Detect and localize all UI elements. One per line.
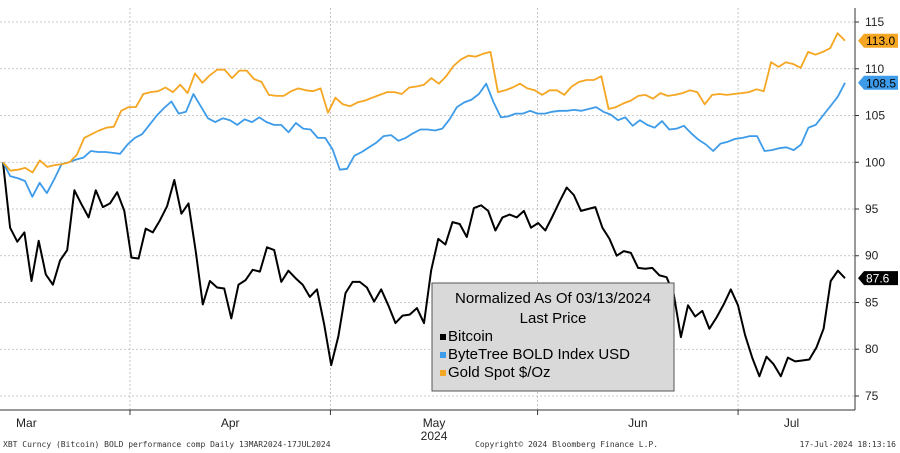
- y-tick-label-80: 80: [865, 342, 879, 356]
- last-price-label-0: 87.6: [866, 272, 890, 286]
- x-tick-label-jun: Jun: [628, 416, 647, 430]
- legend-swatch-0: [440, 334, 446, 340]
- y-tick-label-110: 110: [865, 62, 884, 76]
- legend-entry-1: ByteTree BOLD Index USD: [448, 346, 630, 363]
- x-tick-label-mar: Mar: [16, 416, 37, 430]
- last-price-tag-1: [858, 75, 898, 90]
- legend-entry-0: Bitcoin: [448, 328, 493, 345]
- last-price-tag-0: [858, 271, 898, 286]
- y-tick-label-90: 90: [865, 249, 879, 263]
- last-price-label-1: 108.5: [866, 76, 896, 90]
- footer-description: XBT Curncy (Bitcoin) BOLD performance co…: [3, 440, 331, 449]
- series-line-bytetree-bold-index-usd: [2, 82, 846, 198]
- legend-box: [431, 282, 675, 392]
- series-line-bitcoin: [2, 162, 846, 378]
- chart: 75 80 85 90 95 100 105 110 115 Mar Apr May Jun Jul 202…: [0, 8, 898, 440]
- legend-subtitle: Last Price: [520, 310, 587, 327]
- x-tick-label-jul: Jul: [784, 416, 799, 430]
- legend-title: Normalized As Of 03/13/2024: [455, 290, 651, 307]
- last-price-tag-2: [858, 33, 898, 48]
- y-tick-label-105: 105: [865, 109, 885, 123]
- y-tick-label-85: 85: [865, 295, 879, 309]
- footer-timestamp: 17-Jul-2024 18:13:16: [799, 440, 896, 449]
- legend-entry-2: Gold Spot $/Oz: [448, 364, 551, 381]
- legend-swatch-2: [440, 370, 446, 376]
- x-year-label: 2024: [421, 429, 448, 440]
- y-tick-label-95: 95: [865, 202, 879, 216]
- y-tick-label-115: 115: [865, 15, 884, 29]
- x-tick-label-may: May: [423, 416, 446, 430]
- last-price-label-2: 113.0: [866, 34, 895, 48]
- y-tick-label-75: 75: [865, 389, 879, 403]
- legend-swatch-1: [440, 352, 446, 358]
- y-tick-label-100: 100: [865, 155, 885, 169]
- x-tick-label-apr: Apr: [221, 416, 240, 430]
- series-line-gold-spot-oz: [2, 32, 846, 174]
- footer-copyright: Copyright© 2024 Bloomberg Finance L.P.: [475, 440, 659, 449]
